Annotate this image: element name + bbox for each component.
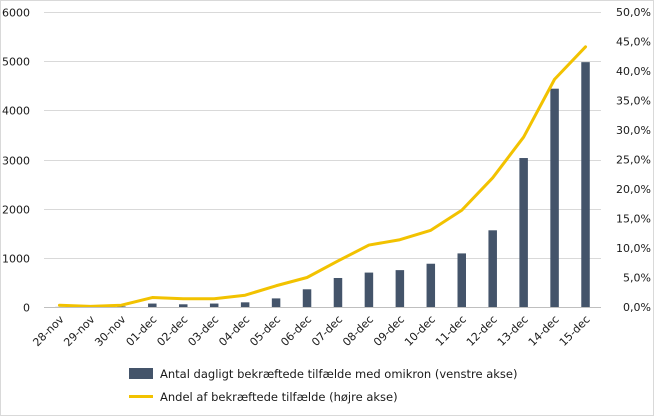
y-left-tick-label: 4000	[2, 105, 30, 118]
y-right-tick-label: 20,0%	[616, 183, 651, 196]
y-right-tick-label: 0,0%	[623, 301, 651, 314]
y-left-tick-label: 2000	[2, 204, 30, 217]
bar	[303, 289, 312, 307]
bar	[550, 89, 559, 307]
y-right-tick-label: 45,0%	[616, 36, 651, 49]
y-left-tick-label: 0	[23, 302, 30, 315]
y-right-tick-label: 35,0%	[616, 95, 651, 108]
bar	[210, 304, 219, 307]
bar	[334, 278, 343, 307]
y-right-tick-label: 10,0%	[616, 242, 651, 255]
bar	[488, 230, 497, 307]
bar	[396, 270, 405, 307]
bar	[365, 273, 374, 307]
bar	[179, 304, 188, 307]
bar	[581, 62, 590, 307]
y-right-tick-label: 15,0%	[616, 213, 651, 226]
y-right-tick-label: 40,0%	[616, 65, 651, 78]
bar	[272, 298, 281, 307]
y-right-tick-label: 5,0%	[623, 272, 651, 285]
y-right-tick-label: 25,0%	[616, 154, 651, 167]
y-left-tick-label: 5000	[2, 56, 30, 69]
y-right-tick-label: 30,0%	[616, 124, 651, 137]
bar	[427, 264, 436, 307]
bar	[458, 253, 467, 307]
y-right-tick-label: 50,0%	[616, 6, 651, 19]
legend-label-bars: Antal dagligt bekræftede tilfælde med om…	[160, 367, 517, 381]
y-left-tick-label: 3000	[2, 155, 30, 168]
y-left-tick-label: 6000	[2, 7, 30, 20]
legend-label-line: Andel af bekræftede tilfælde (højre akse…	[160, 390, 398, 404]
bar	[148, 304, 157, 307]
legend-swatch-bars	[129, 368, 153, 379]
y-left-tick-label: 1000	[2, 253, 30, 266]
bar	[241, 302, 250, 307]
bar	[519, 158, 528, 307]
